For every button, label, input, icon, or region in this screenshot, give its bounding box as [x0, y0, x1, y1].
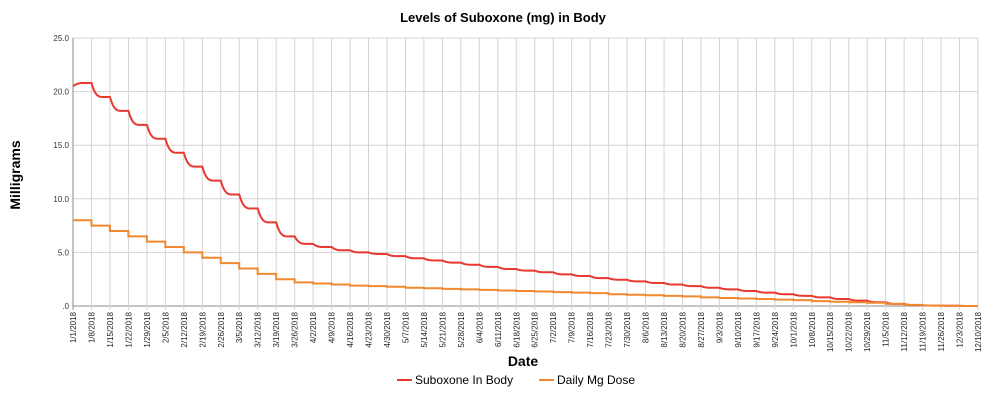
y-tick-label: 10.0: [53, 195, 69, 204]
legend-label-dose: Daily Mg Dose: [557, 373, 635, 387]
x-tick-label: 9/10/2018: [734, 311, 743, 347]
x-tick-label: 1/15/2018: [106, 311, 115, 347]
x-tick-label: 7/9/2018: [568, 311, 577, 343]
x-tick-label: 3/26/2018: [291, 311, 300, 347]
x-tick-label: 4/2/2018: [309, 311, 318, 343]
y-tick-label: 25.0: [53, 34, 69, 43]
x-tick-label: 9/17/2018: [752, 311, 761, 347]
y-tick-label: 5.0: [58, 248, 70, 257]
x-tick-label: 12/3/2018: [956, 311, 965, 347]
x-tick-label: 7/2/2018: [549, 311, 558, 343]
series-line-daily-mg-dose: [73, 219, 978, 307]
x-tick-label: 2/26/2018: [217, 311, 226, 347]
legend: Suboxone In Body Daily Mg Dose: [397, 373, 635, 387]
x-tick-label: 6/25/2018: [531, 311, 540, 347]
y-tick-label: .0: [62, 302, 69, 311]
y-axis-label: Milligrams: [7, 140, 23, 209]
x-tick-label: 4/30/2018: [383, 311, 392, 347]
x-tick-label: 4/16/2018: [346, 311, 355, 347]
x-tick-label: 11/26/2018: [937, 311, 946, 351]
x-tick-label: 6/18/2018: [512, 311, 521, 347]
grid: [72, 37, 979, 310]
x-tick-label: 10/1/2018: [789, 311, 798, 347]
x-tick-label: 3/5/2018: [235, 311, 244, 343]
x-tick-label: 5/21/2018: [438, 311, 447, 347]
x-tick-label: 2/12/2018: [180, 311, 189, 347]
y-axis-ticks: .0 5.0 10.0 15.0 20.0 25.0: [53, 34, 69, 311]
x-tick-label: 8/27/2018: [697, 311, 706, 347]
x-tick-label: 1/1/2018: [69, 311, 78, 343]
x-tick-label: 10/22/2018: [845, 311, 854, 352]
x-tick-label: 4/9/2018: [328, 311, 337, 343]
x-tick-label: 11/5/2018: [882, 311, 891, 347]
x-tick-label: 2/5/2018: [161, 311, 170, 343]
x-tick-label: 10/15/2018: [826, 311, 835, 352]
x-tick-label: 9/24/2018: [771, 311, 780, 347]
x-tick-label: 2/19/2018: [198, 311, 207, 347]
x-tick-label: 8/20/2018: [678, 311, 687, 347]
y-tick-label: 20.0: [53, 88, 69, 97]
x-tick-label: 10/29/2018: [863, 311, 872, 352]
x-axis-ticks: 1/1/2018 1/8/2018 1/15/2018 1/22/2018 1/29/2…: [69, 311, 983, 352]
x-tick-label: 5/7/2018: [401, 311, 410, 343]
x-axis-label: Date: [508, 353, 539, 369]
legend-label-body: Suboxone In Body: [415, 373, 513, 387]
x-tick-label: 4/23/2018: [365, 311, 374, 347]
x-tick-label: 7/16/2018: [586, 311, 595, 347]
x-tick-label: 1/22/2018: [124, 311, 133, 347]
x-tick-label: 3/19/2018: [272, 311, 281, 347]
x-tick-label: 5/28/2018: [457, 311, 466, 347]
x-tick-label: 3/12/2018: [254, 311, 263, 347]
series-line-suboxone-in-body: [72, 82, 978, 307]
x-tick-label: 1/29/2018: [143, 311, 152, 347]
y-tick-label: 15.0: [53, 141, 69, 150]
x-tick-label: 10/8/2018: [808, 311, 817, 347]
x-tick-label: 11/19/2018: [919, 311, 928, 351]
x-tick-label: 1/8/2018: [87, 311, 96, 343]
x-tick-label: 12/10/2018: [974, 311, 983, 352]
x-tick-label: 9/3/2018: [715, 311, 724, 343]
x-tick-label: 6/11/2018: [494, 311, 503, 347]
x-tick-label: 7/30/2018: [623, 311, 632, 347]
x-tick-label: 7/23/2018: [605, 311, 614, 347]
x-tick-label: 6/4/2018: [475, 311, 484, 343]
x-tick-label: 5/14/2018: [420, 311, 429, 347]
chart-title: Levels of Suboxone (mg) in Body: [400, 10, 607, 25]
x-tick-label: 11/12/2018: [900, 311, 909, 351]
series-lines: [72, 82, 978, 307]
x-tick-label: 8/6/2018: [642, 311, 651, 343]
x-tick-label: 8/13/2018: [660, 311, 669, 347]
